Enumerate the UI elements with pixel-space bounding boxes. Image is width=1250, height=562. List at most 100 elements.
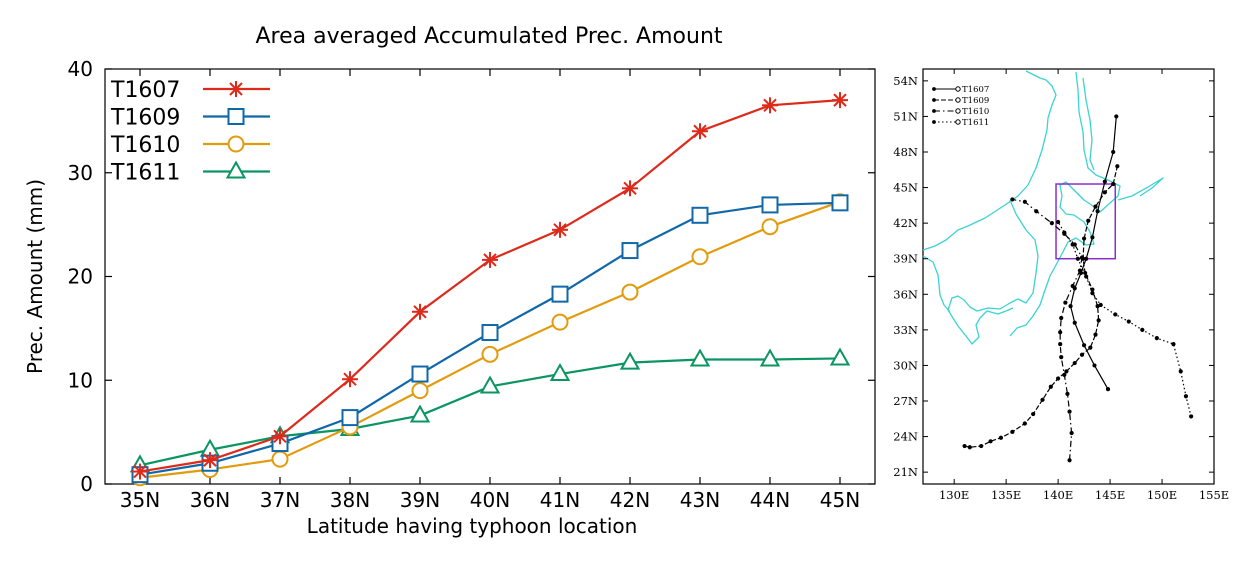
- track-point: [988, 439, 993, 444]
- track-point: [1090, 287, 1095, 292]
- data-point: [759, 348, 781, 367]
- map-frame: [922, 68, 1215, 485]
- map-legend-dot: [955, 86, 961, 92]
- track-point: [1062, 230, 1067, 235]
- track-point: [1093, 204, 1098, 209]
- track-point: [1178, 369, 1183, 374]
- map-legend-label: T1611: [962, 118, 989, 128]
- track-point: [1113, 312, 1118, 317]
- x-tick-label: 40N: [470, 488, 510, 512]
- lat-tick-label: 45N: [893, 181, 918, 195]
- track-point: [962, 443, 967, 449]
- track-point: [1090, 235, 1095, 240]
- coastline-kuril: [1117, 177, 1164, 201]
- series-layer: [129, 92, 851, 487]
- x-tick-label: 37N: [260, 488, 300, 512]
- map-legend-dot: [955, 119, 961, 125]
- data-point: [411, 365, 429, 383]
- lat-tick-label: 36N: [893, 287, 918, 301]
- track-point: [967, 445, 972, 450]
- data-point: [551, 285, 569, 303]
- lat-tick-label: 33N: [893, 323, 918, 337]
- data-point: [689, 348, 711, 367]
- track-T1610: [1010, 197, 1085, 463]
- lon-tick-label: 145E: [1095, 488, 1125, 502]
- track-point: [1072, 360, 1077, 366]
- track-point: [1171, 341, 1176, 347]
- track-point: [1059, 355, 1064, 360]
- coastline-sakhalin: [1082, 77, 1095, 171]
- data-point: [479, 375, 501, 394]
- track-point: [1056, 376, 1061, 381]
- track-T1607: [1068, 114, 1119, 392]
- track-point: [1040, 397, 1045, 402]
- data-point: [762, 97, 778, 114]
- track-point: [979, 443, 984, 449]
- x-tick-label: 41N: [540, 488, 580, 512]
- track-point: [1154, 336, 1159, 341]
- map-legend-dot: [955, 97, 961, 103]
- track-point: [1059, 315, 1064, 321]
- legend-item: T1611: [110, 160, 270, 186]
- data-point: [619, 351, 641, 370]
- map-legend-dot: [932, 109, 936, 113]
- data-point: [272, 428, 288, 445]
- track-point: [1126, 319, 1131, 324]
- tracks-layer: [962, 114, 1194, 463]
- track-point: [1058, 330, 1063, 335]
- track-point: [1058, 341, 1063, 347]
- lat-tick-label: 24N: [893, 430, 918, 444]
- y-axis: 0 10 20 30 40: [68, 57, 875, 496]
- track-T1609: [962, 164, 1120, 450]
- data-point: [621, 242, 639, 260]
- legend-item: T1610: [110, 133, 270, 158]
- track-point: [1095, 209, 1100, 214]
- data-point: [412, 303, 428, 320]
- x-tick-label: 38N: [330, 488, 370, 512]
- lat-tick-label: 30N: [893, 358, 918, 372]
- legend-label: T1609: [110, 106, 180, 131]
- coastline-asia: [922, 70, 1057, 251]
- track-point: [1065, 391, 1070, 396]
- map-legend-item: T1607: [932, 85, 989, 95]
- map-legend-item: T1609: [932, 96, 989, 106]
- map-legend-dot: [955, 108, 961, 114]
- track-point: [1183, 394, 1189, 399]
- x-axis-label: Latitude having typhoon location: [307, 514, 638, 538]
- map-lat-ticks: 54N 51N 48N 45N 42N 39N 36N 33N 30N 27N 24N 21N: [893, 74, 1214, 479]
- track-point: [1102, 179, 1107, 184]
- chart-title: Area averaged Accumulated Prec. Amount: [255, 24, 722, 49]
- legend-marker: [227, 135, 245, 153]
- lat-tick-label: 54N: [893, 74, 918, 88]
- track-point: [1079, 352, 1085, 357]
- track-point: [1096, 318, 1101, 323]
- track-point: [1102, 190, 1107, 195]
- data-point: [829, 347, 851, 366]
- track-point: [1070, 283, 1075, 289]
- track-point: [1075, 256, 1080, 261]
- x-tick-label: 43N: [680, 488, 720, 512]
- legend-marker: [227, 108, 245, 125]
- track-point: [1090, 291, 1095, 296]
- track-point: [1069, 430, 1074, 436]
- track-point: [1049, 221, 1054, 226]
- data-point: [761, 196, 779, 214]
- lat-tick-label: 21N: [893, 465, 918, 479]
- data-point: [831, 194, 849, 212]
- plot-frame: [104, 68, 876, 485]
- data-point: [202, 452, 218, 469]
- track-point: [1022, 199, 1027, 204]
- series-line: [139, 99, 841, 473]
- track-T1611: [1056, 219, 1194, 419]
- x-tick-label: 36N: [190, 488, 230, 512]
- track-point: [1081, 343, 1087, 348]
- track-point: [1062, 372, 1067, 378]
- data-point: [132, 463, 148, 480]
- lat-tick-label: 42N: [893, 216, 918, 230]
- map-legend-dot: [932, 120, 936, 124]
- coastline-japan: [1009, 71, 1121, 337]
- legend-label: T1607: [110, 78, 180, 103]
- legend-marker: [225, 160, 247, 179]
